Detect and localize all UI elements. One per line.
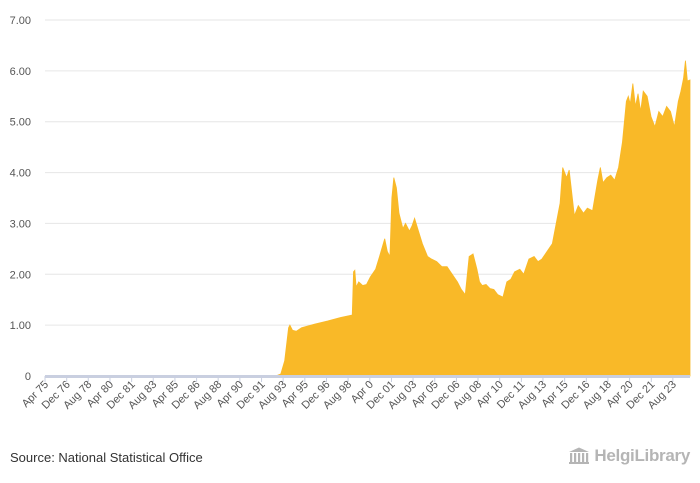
y-tick-label: 2.00 (10, 269, 31, 281)
y-axis-ticks: 0 1.00 2.00 3.00 4.00 5.00 6.00 7.00 (10, 15, 31, 383)
series-area (45, 60, 691, 377)
grid-lines (45, 19, 690, 326)
source-note: Source: National Statistical Office (10, 450, 203, 465)
y-tick-label: 5.00 (10, 117, 31, 129)
y-tick-label: 1.00 (10, 320, 31, 332)
logo-text: HelgiLibrary (594, 446, 690, 465)
area-series-0 (45, 60, 691, 377)
y-tick-label: 4.00 (10, 168, 31, 180)
axes (45, 375, 690, 378)
y-tick-label: 0 (25, 371, 31, 383)
y-tick-label: 3.00 (10, 218, 31, 230)
y-tick-label: 7.00 (10, 15, 31, 27)
x-axis-line (45, 375, 690, 378)
building-icon (569, 447, 590, 464)
helgilibrary-logo: HelgiLibrary (568, 446, 690, 466)
y-tick-label: 6.00 (10, 66, 31, 78)
